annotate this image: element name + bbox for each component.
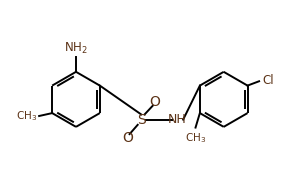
Text: CH$_3$: CH$_3$: [16, 110, 37, 124]
Text: Cl: Cl: [262, 74, 274, 87]
Text: NH: NH: [168, 113, 187, 126]
Text: CH$_3$: CH$_3$: [185, 131, 206, 145]
Text: NH$_2$: NH$_2$: [64, 41, 88, 56]
Text: S: S: [137, 113, 146, 127]
Text: O: O: [123, 131, 134, 145]
Text: O: O: [149, 95, 160, 109]
